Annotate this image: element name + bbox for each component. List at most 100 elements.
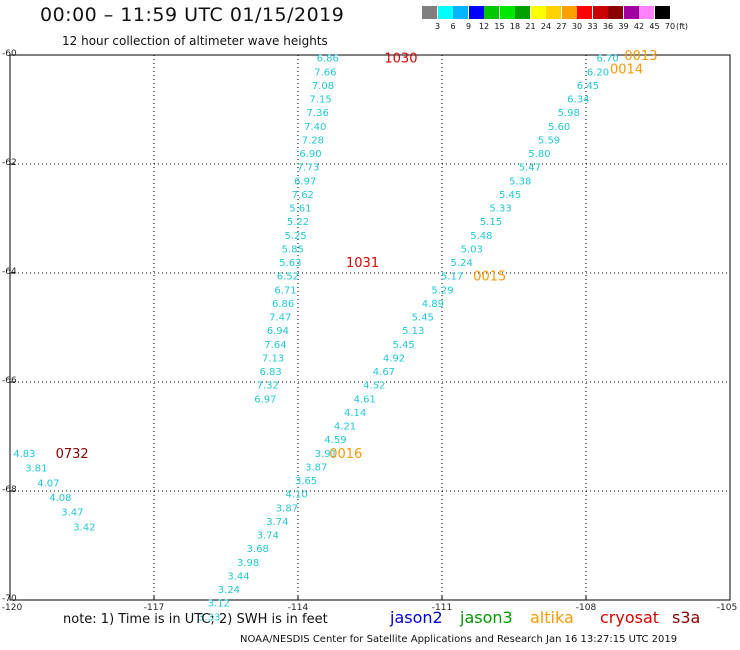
wave-height-point: 5.33 bbox=[489, 204, 511, 215]
wave-height-point: 7.73 bbox=[297, 163, 319, 174]
wave-height-point: 3.42 bbox=[73, 522, 95, 533]
color-scale-label: 27 bbox=[556, 22, 567, 31]
wave-height-point: 6.52 bbox=[277, 272, 299, 283]
wave-height-point: 4.08 bbox=[49, 493, 71, 504]
wave-height-point: 4.21 bbox=[334, 422, 356, 433]
wave-height-point: 5.25 bbox=[284, 231, 306, 242]
wave-height-point: 5.47 bbox=[519, 163, 541, 174]
wave-height-point: 3.12 bbox=[208, 599, 230, 610]
note-text: note: 1) Time is in UTC; 2) SWH is in fe… bbox=[63, 612, 328, 627]
satellite-legend-s3a: s3a bbox=[672, 608, 701, 627]
y-tick-label: -64 bbox=[2, 267, 17, 277]
x-tick-label: -117 bbox=[143, 603, 165, 613]
color-scale-label: 9 bbox=[465, 22, 472, 31]
wave-height-point: 7.40 bbox=[304, 122, 326, 133]
wave-height-point: 7.36 bbox=[307, 108, 329, 119]
x-tick-label: -108 bbox=[575, 603, 597, 613]
wave-height-point: 5.60 bbox=[548, 122, 570, 133]
wave-height-point: 5.22 bbox=[287, 217, 309, 228]
wave-height-point: 6.83 bbox=[260, 367, 282, 378]
color-scale-swatch bbox=[453, 6, 468, 19]
pass-time-label: 1031 bbox=[346, 256, 379, 271]
pass-time-label: 1030 bbox=[384, 52, 417, 67]
color-scale-swatch bbox=[654, 6, 670, 19]
wave-height-point: 4.10 bbox=[285, 490, 307, 501]
wave-height-point: 6.34 bbox=[567, 95, 589, 106]
color-scale-label: 21 bbox=[525, 22, 536, 31]
y-tick-label: -62 bbox=[2, 158, 17, 168]
color-scale-swatch bbox=[608, 6, 623, 19]
wave-height-point: 3.68 bbox=[247, 544, 269, 555]
wave-height-point: 5.38 bbox=[509, 176, 531, 187]
wave-height-point: 5.24 bbox=[451, 258, 473, 269]
satellite-legend-jason2: jason2 bbox=[390, 608, 443, 627]
chart-title: 00:00 – 11:59 UTC 01/15/2019 bbox=[40, 4, 345, 26]
wave-height-point: 3.98 bbox=[237, 558, 259, 569]
color-scale-label: 39 bbox=[618, 22, 629, 31]
wave-height-point: 4.67 bbox=[373, 367, 395, 378]
wave-height-point: 6.45 bbox=[577, 81, 599, 92]
wave-height-point: 3.87 bbox=[276, 503, 298, 514]
wave-height-point: 5.61 bbox=[289, 204, 311, 215]
wave-height-point: 7.62 bbox=[292, 190, 314, 201]
color-scale-label: 18 bbox=[509, 22, 521, 31]
wave-height-point: 6.86 bbox=[272, 299, 294, 310]
x-tick-label: -111 bbox=[431, 603, 453, 613]
wave-height-point: 5.45 bbox=[412, 313, 434, 324]
wave-height-point: 5.03 bbox=[461, 244, 483, 255]
wave-height-point: 7.64 bbox=[264, 340, 286, 351]
wave-height-point: 3.74 bbox=[257, 531, 279, 542]
color-scale-label: 70 bbox=[664, 22, 676, 31]
y-tick-label: -70 bbox=[2, 594, 17, 604]
x-tick-label: -114 bbox=[287, 603, 309, 613]
chart-subtitle: 12 hour collection of altimeter wave hei… bbox=[62, 34, 328, 48]
wave-height-point: 3.65 bbox=[295, 476, 317, 487]
color-scale-label: 24 bbox=[540, 22, 552, 31]
wave-height-point: 3.74 bbox=[266, 517, 288, 528]
color-scale-swatch bbox=[639, 6, 654, 19]
wave-height-point: 7.47 bbox=[269, 313, 291, 324]
wave-height-point: 7.32 bbox=[257, 381, 279, 392]
wave-height-point: 6.70 bbox=[596, 54, 618, 65]
wave-height-point: 7.08 bbox=[312, 81, 334, 92]
satellite-legend-cryosat: cryosat bbox=[600, 608, 660, 627]
wave-height-point: 3.33 bbox=[198, 612, 220, 623]
pass-time-label: 0014 bbox=[610, 63, 643, 78]
wave-height-point: 4.61 bbox=[354, 394, 376, 405]
wave-height-point: 6.97 bbox=[254, 394, 276, 405]
color-scale-swatch bbox=[592, 6, 608, 19]
wave-height-point: 5.45 bbox=[392, 340, 414, 351]
wave-height-point: 3.87 bbox=[305, 462, 327, 473]
color-scale-swatch bbox=[437, 6, 453, 19]
color-scale-label: 6 bbox=[450, 22, 456, 31]
wave-height-point: 5.45 bbox=[499, 190, 521, 201]
pass-time-label: 0015 bbox=[473, 270, 506, 285]
color-scale-swatch bbox=[577, 6, 592, 19]
wave-height-point: 5.17 bbox=[441, 272, 463, 283]
wave-height-point: 5.85 bbox=[282, 244, 304, 255]
pass-time-label: 0013 bbox=[624, 49, 657, 64]
color-scale-swatch bbox=[530, 6, 546, 19]
wave-height-point: 3.24 bbox=[218, 585, 240, 596]
wave-height-point: 3.44 bbox=[227, 571, 249, 582]
wave-height-point: 6.90 bbox=[299, 149, 321, 160]
plot-frame bbox=[9, 54, 731, 601]
wave-height-point: 3.91 bbox=[315, 449, 337, 460]
color-scale-swatch bbox=[515, 6, 530, 19]
color-scale-label: 45 bbox=[649, 22, 660, 31]
satellite-legend-jason3: jason3 bbox=[460, 608, 513, 627]
wave-height-point: 7.28 bbox=[302, 135, 324, 146]
wave-height-point: 4.83 bbox=[13, 449, 35, 460]
x-tick-label: -105 bbox=[716, 603, 738, 613]
x-tick-label: -120 bbox=[1, 603, 23, 613]
wave-height-point: 5.48 bbox=[470, 231, 492, 242]
color-scale-swatch bbox=[623, 6, 639, 19]
color-scale-swatch bbox=[546, 6, 561, 19]
wave-height-point: 7.66 bbox=[314, 67, 336, 78]
wave-height-point: 7.13 bbox=[262, 353, 284, 364]
color-scale-swatch bbox=[499, 6, 515, 19]
pass-time-label: 0732 bbox=[56, 447, 89, 462]
color-scale-unit: (ft) bbox=[676, 22, 689, 31]
wave-height-point: 4.89 bbox=[422, 299, 444, 310]
